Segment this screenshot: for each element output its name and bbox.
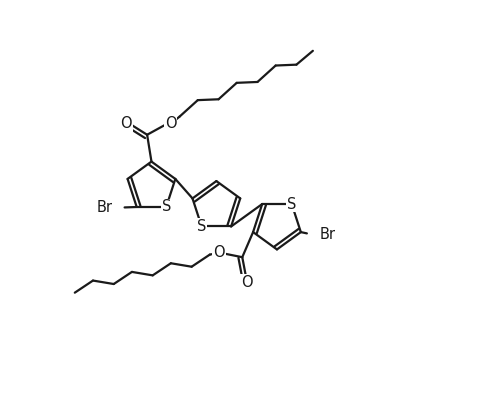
Text: Br: Br — [319, 227, 335, 242]
Text: S: S — [286, 197, 296, 211]
Text: S: S — [161, 200, 170, 215]
Text: O: O — [164, 116, 176, 131]
Text: S: S — [197, 219, 206, 234]
Text: O: O — [213, 245, 224, 260]
Text: O: O — [121, 116, 132, 131]
Text: O: O — [240, 275, 252, 290]
Text: Br: Br — [97, 200, 113, 215]
